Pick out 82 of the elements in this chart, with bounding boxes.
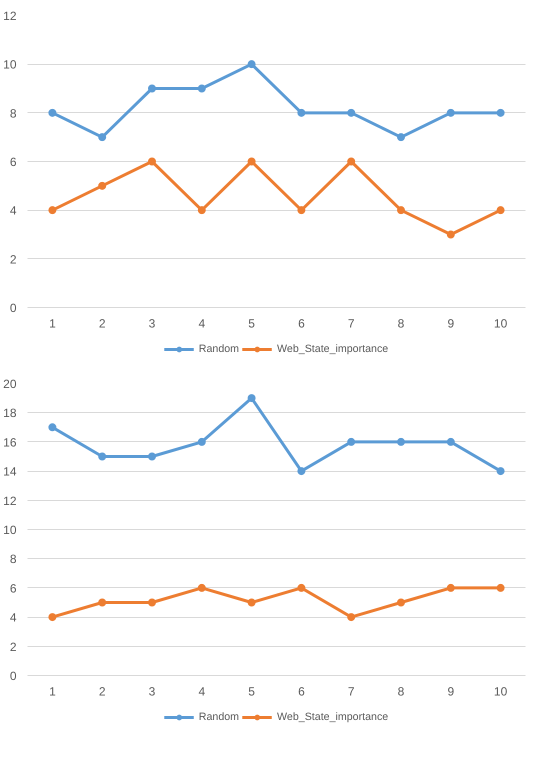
point <box>148 452 156 460</box>
x-tick-label: 7 <box>348 316 355 330</box>
x-tick-label: 1 <box>49 684 56 698</box>
y-tick-label: 8 <box>10 552 17 566</box>
legend-label: Web_State_importance <box>277 343 388 355</box>
point <box>446 230 455 238</box>
point <box>496 467 505 476</box>
y-tick-label: 2 <box>10 252 17 266</box>
x-tick-label: 3 <box>148 684 156 698</box>
x-tick-label: 7 <box>348 684 355 698</box>
point <box>347 438 356 446</box>
point <box>347 108 356 117</box>
point <box>397 598 405 606</box>
legend-label: Random <box>198 343 240 355</box>
point <box>198 206 206 214</box>
legend-label: Random <box>198 711 240 723</box>
x-tick-label: 8 <box>398 316 405 330</box>
y-tick-label: 16 <box>3 435 17 450</box>
x-tick-label: 5 <box>248 684 256 698</box>
x-tick-label: 6 <box>298 316 306 330</box>
y-tick-label: 10 <box>3 58 17 72</box>
point <box>297 108 306 117</box>
x-tick-label: 10 <box>494 316 508 330</box>
point <box>148 158 156 166</box>
point <box>148 84 156 92</box>
point <box>347 158 356 166</box>
point <box>98 182 106 190</box>
point <box>347 613 356 622</box>
y-tick-label: 0 <box>10 301 17 315</box>
point <box>496 206 505 214</box>
point <box>446 108 455 117</box>
point <box>297 206 306 214</box>
x-tick-label: 3 <box>148 316 156 330</box>
x-tick-label: 5 <box>248 316 256 330</box>
y-tick-label: 6 <box>10 155 17 169</box>
point <box>446 438 455 446</box>
y-tick-label: 4 <box>10 610 17 625</box>
point <box>48 613 56 622</box>
y-tick-label: 10 <box>3 523 17 537</box>
legend-label: Web_State_importance <box>277 711 388 723</box>
y-tick-label: 4 <box>10 204 17 218</box>
x-tick-label: 9 <box>447 684 454 698</box>
x-tick-label: 2 <box>98 684 106 698</box>
point <box>297 467 306 476</box>
point <box>248 60 256 68</box>
y-tick-label: 20 <box>3 377 17 391</box>
point <box>496 108 505 117</box>
point <box>148 598 156 606</box>
x-tick-label: 4 <box>198 316 206 330</box>
point <box>297 584 306 592</box>
point <box>48 206 56 214</box>
x-tick-label: 8 <box>398 684 405 698</box>
point <box>198 84 206 92</box>
point <box>198 584 206 592</box>
x-tick-label: 2 <box>98 316 106 330</box>
y-tick-label: 2 <box>10 640 17 654</box>
point <box>48 108 56 117</box>
point <box>397 133 405 142</box>
point <box>397 438 405 446</box>
point <box>98 598 106 606</box>
point <box>496 584 505 592</box>
point <box>248 394 256 402</box>
y-tick-label: 12 <box>3 494 17 508</box>
y-tick-label: 6 <box>10 581 17 596</box>
point <box>198 438 206 446</box>
x-tick-label: 1 <box>49 316 56 330</box>
point <box>397 206 405 214</box>
x-tick-label: 10 <box>494 684 508 698</box>
y-tick-label: 8 <box>10 106 17 120</box>
point <box>98 452 106 460</box>
y-tick-label: 14 <box>3 464 17 479</box>
y-tick-label: 12 <box>3 9 17 23</box>
y-tick-label: 18 <box>3 406 17 420</box>
point <box>48 423 56 432</box>
y-tick-label: 0 <box>10 669 17 683</box>
x-tick-label: 6 <box>298 684 306 698</box>
point <box>248 598 256 606</box>
point <box>446 584 455 592</box>
point <box>248 158 256 166</box>
point <box>98 133 106 142</box>
x-tick-label: 4 <box>198 684 206 698</box>
x-tick-label: 9 <box>447 316 454 330</box>
